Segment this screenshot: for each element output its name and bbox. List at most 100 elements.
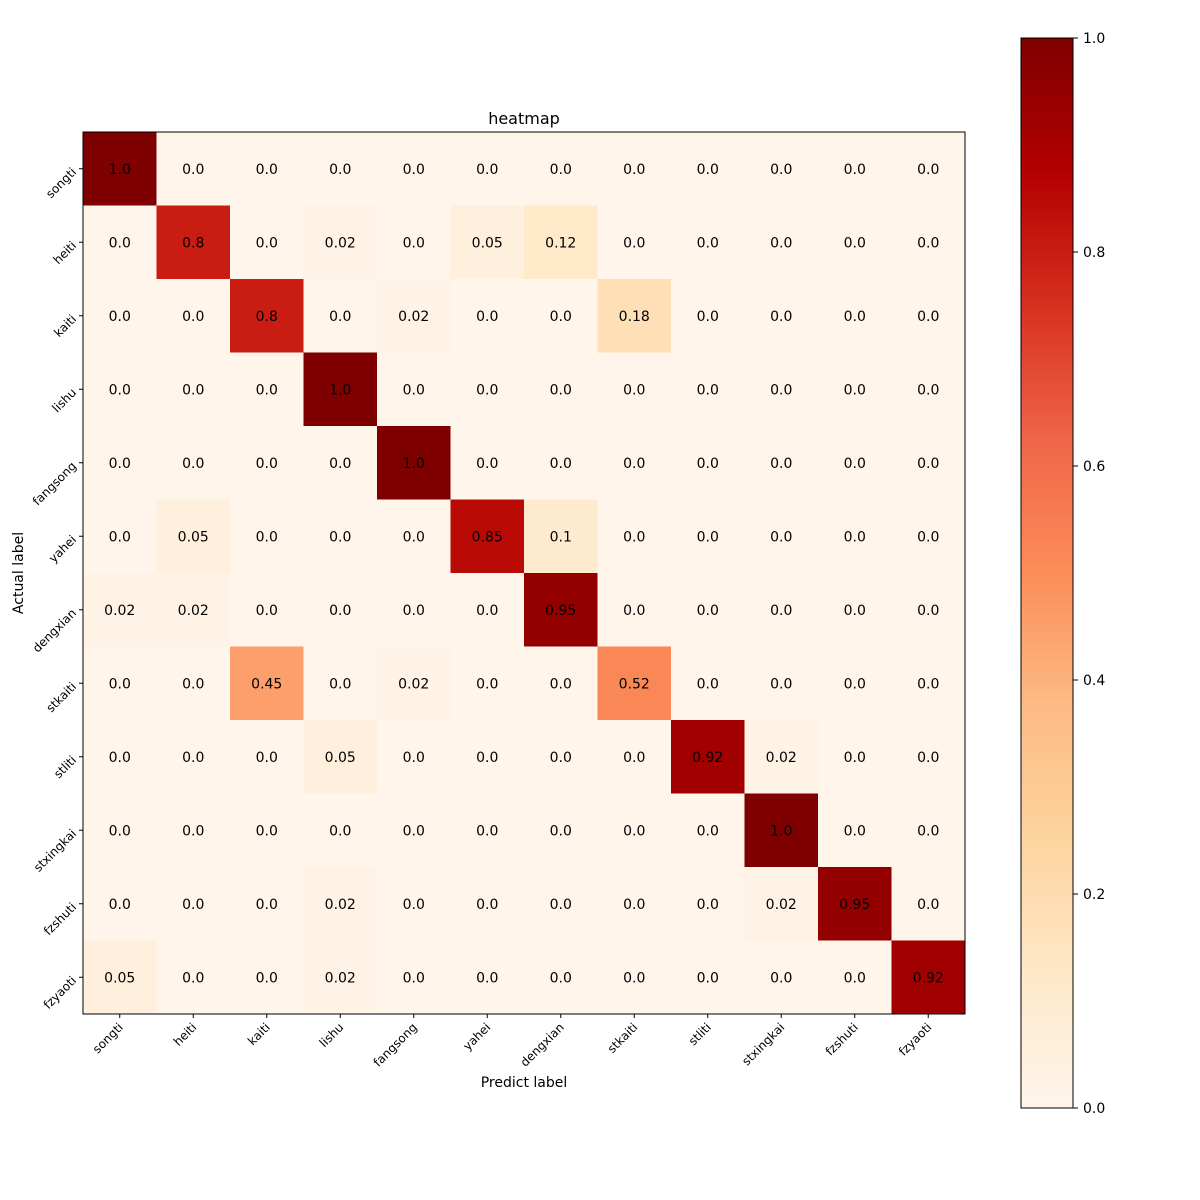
heatmap-cell <box>818 646 892 721</box>
cell-value-label: 0.02 <box>398 309 429 325</box>
heatmap-cell <box>597 426 672 500</box>
cell-value-label: 1.0 <box>329 382 351 398</box>
heatmap-cell <box>303 499 378 574</box>
cell-value-label: 0.0 <box>844 309 866 325</box>
heatmap-cell <box>83 720 157 794</box>
heatmap-cell <box>671 720 745 794</box>
heatmap-cell <box>83 793 157 868</box>
cell-value-label: 0.0 <box>917 897 939 913</box>
cell-value-label: 0.0 <box>697 382 719 398</box>
cell-value-label: 0.0 <box>329 456 351 472</box>
heatmap-cell <box>230 720 304 794</box>
cell-value-label: 0.0 <box>844 823 866 839</box>
cell-value-label: 0.0 <box>550 162 572 178</box>
heatmap-cell <box>156 132 231 206</box>
cell-value-label: 0.05 <box>178 529 209 545</box>
cell-value-label: 0.95 <box>839 897 870 913</box>
colorbar-tick-label: 0.8 <box>1083 245 1105 261</box>
cell-value-label: 0.0 <box>917 603 939 619</box>
cell-value-label: 0.92 <box>692 750 723 766</box>
cell-value-label: 0.8 <box>256 309 278 325</box>
heatmap-cell <box>818 499 892 574</box>
cell-value-label: 0.0 <box>770 235 792 251</box>
cell-value-label: 0.0 <box>182 897 204 913</box>
heatmap-cell <box>818 573 892 647</box>
heatmap-cell <box>156 720 231 794</box>
heatmap-cell <box>377 793 451 868</box>
heatmap-cell <box>450 352 525 427</box>
cell-value-label: 0.0 <box>697 309 719 325</box>
heatmap-cell <box>891 132 966 206</box>
heatmap-cell <box>597 940 672 1015</box>
cell-value-label: 0.0 <box>109 235 131 251</box>
cell-value-label: 0.0 <box>109 309 131 325</box>
heatmap-cell <box>377 132 451 206</box>
heatmap-cell <box>671 646 745 721</box>
heatmap-cell <box>671 205 745 280</box>
cell-value-label: 0.0 <box>256 529 278 545</box>
cell-value-label: 0.0 <box>844 750 866 766</box>
heatmap-cell <box>450 279 525 353</box>
heatmap-cell <box>303 720 378 794</box>
cell-value-label: 0.0 <box>697 235 719 251</box>
heatmap-cell <box>450 867 525 941</box>
heatmap-cell <box>524 426 598 500</box>
cell-value-label: 0.0 <box>329 676 351 692</box>
cell-value-label: 0.0 <box>182 162 204 178</box>
heatmap-cell <box>156 426 231 500</box>
cell-value-label: 0.05 <box>325 750 356 766</box>
heatmap-cell <box>744 646 819 721</box>
cell-value-label: 0.0 <box>844 676 866 692</box>
heatmap-cell <box>303 132 378 206</box>
heatmap-cell <box>597 499 672 574</box>
cell-value-label: 0.52 <box>619 676 650 692</box>
cell-value-label: 0.0 <box>403 750 425 766</box>
heatmap-cell <box>744 352 819 427</box>
heatmap-cell <box>744 205 819 280</box>
cell-value-label: 0.0 <box>844 970 866 986</box>
cell-value-label: 0.0 <box>256 897 278 913</box>
heatmap-cell <box>671 279 745 353</box>
heatmap-cell <box>230 793 304 868</box>
heatmap-cell <box>524 793 598 868</box>
heatmap-cell <box>83 867 157 941</box>
cell-value-label: 0.0 <box>256 382 278 398</box>
heatmap-cell <box>156 205 231 280</box>
heatmap-cell <box>230 646 304 721</box>
cell-value-label: 0.0 <box>697 897 719 913</box>
cell-value-label: 0.0 <box>697 529 719 545</box>
heatmap-cell <box>891 352 966 427</box>
heatmap-cell <box>450 940 525 1015</box>
cell-value-label: 0.0 <box>109 456 131 472</box>
heatmap-cell <box>450 720 525 794</box>
heatmap-cell <box>671 940 745 1015</box>
heatmap-cell <box>818 793 892 868</box>
cell-value-label: 0.0 <box>550 676 572 692</box>
heatmap-cell <box>818 720 892 794</box>
cell-value-label: 0.0 <box>550 970 572 986</box>
cell-value-label: 0.0 <box>403 235 425 251</box>
cell-value-label: 0.0 <box>476 603 498 619</box>
heatmap-cell <box>230 205 304 280</box>
cell-value-label: 0.0 <box>844 529 866 545</box>
cell-value-label: 0.0 <box>917 235 939 251</box>
heatmap-cell <box>524 646 598 721</box>
heatmap-cell <box>303 279 378 353</box>
cell-value-label: 0.0 <box>109 676 131 692</box>
cell-value-label: 0.0 <box>476 382 498 398</box>
heatmap-cell <box>230 940 304 1015</box>
heatmap-cell <box>377 279 451 353</box>
cell-value-label: 0.0 <box>403 603 425 619</box>
cell-value-label: 0.0 <box>182 456 204 472</box>
heatmap-cell <box>524 205 598 280</box>
cell-value-label: 0.0 <box>917 162 939 178</box>
heatmap-cell <box>230 426 304 500</box>
cell-value-label: 0.0 <box>476 823 498 839</box>
cell-value-label: 0.18 <box>619 309 650 325</box>
heatmap-cell <box>83 132 157 206</box>
heatmap-cell <box>450 793 525 868</box>
cell-value-label: 0.0 <box>256 823 278 839</box>
cell-value-label: 0.8 <box>182 235 204 251</box>
heatmap-cell <box>303 940 378 1015</box>
heatmap-cell <box>156 352 231 427</box>
